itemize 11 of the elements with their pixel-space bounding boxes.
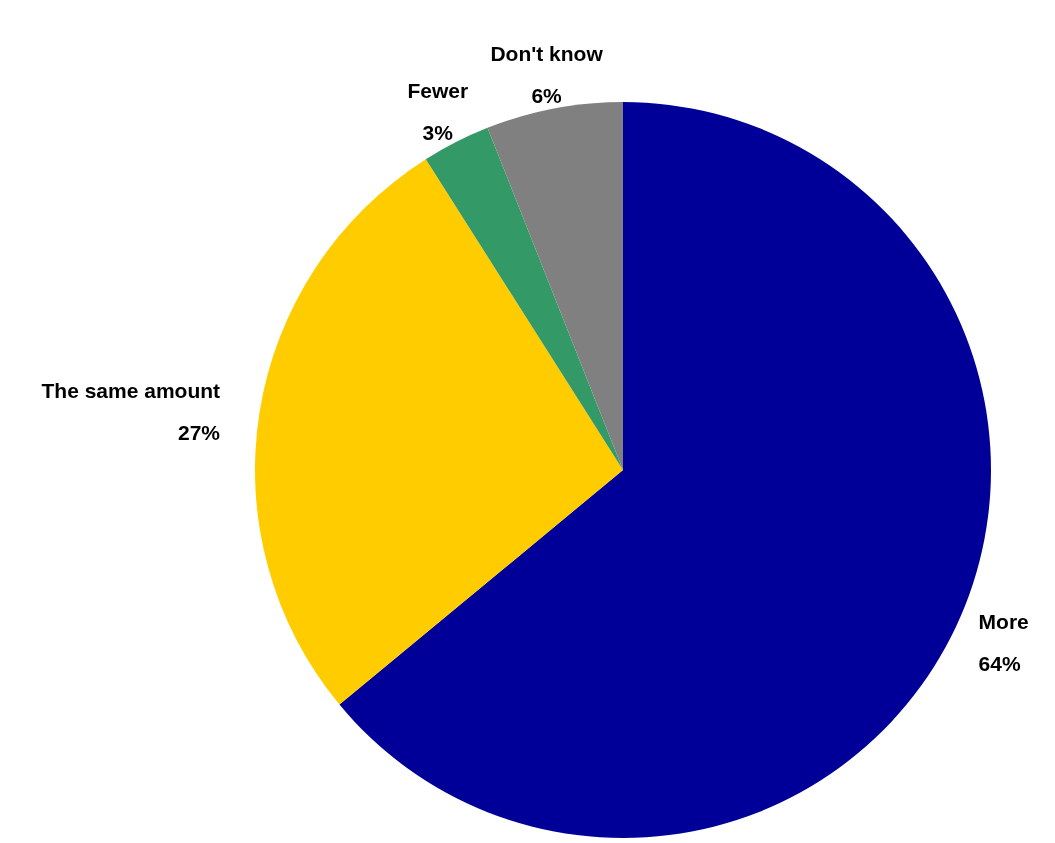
data-label: 3%	[422, 121, 454, 145]
pie-slice	[255, 159, 623, 705]
slice-label: Fewer	[407, 79, 469, 103]
slice-label: Don't know	[490, 42, 604, 66]
slice-label: The same amount	[41, 379, 221, 403]
data-label: 64%	[978, 652, 1021, 676]
pie-slice	[487, 102, 623, 470]
slice-label: More	[978, 610, 1029, 634]
data-label: 27%	[177, 421, 221, 445]
data-label: 6%	[531, 84, 563, 108]
pie-slice	[425, 127, 623, 470]
